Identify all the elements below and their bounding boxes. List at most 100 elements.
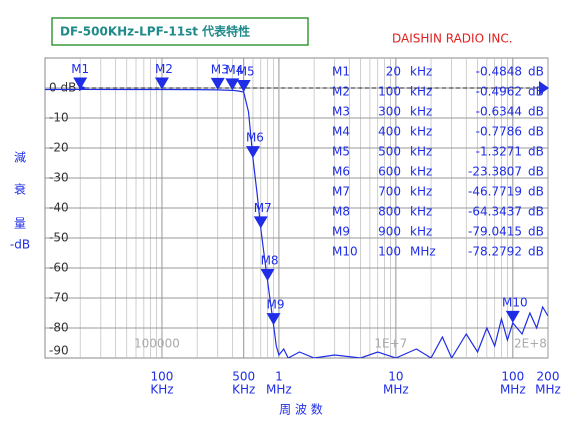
ref-arrow <box>539 81 549 95</box>
table-freq: 20 <box>386 65 401 79</box>
chart-title: DF-500KHz-LPF-11st 代表特性 <box>60 24 250 39</box>
y-tick-label: -10 <box>49 111 69 125</box>
table-freq: 900 <box>378 225 401 239</box>
y-tick-label: -90 <box>49 344 69 358</box>
table-value: -0.4962 <box>476 85 522 99</box>
y-tick-label: -70 <box>49 291 69 305</box>
y-tick-label: -40 <box>49 201 69 215</box>
table-db: dB <box>528 225 544 239</box>
marker <box>266 313 281 326</box>
table-db: dB <box>528 165 544 179</box>
table-value: -78.2792 <box>468 245 522 259</box>
marker <box>210 77 225 90</box>
grid-annotation: 2E+8 <box>514 337 547 351</box>
y-tick-label: -30 <box>49 171 69 185</box>
table-value: -46.7719 <box>468 185 522 199</box>
y-tick-label: -50 <box>49 231 69 245</box>
x-tick-unit: KHz <box>150 383 173 397</box>
x-tick-unit: MHz <box>535 383 561 397</box>
table-name: M3 <box>332 105 350 119</box>
table-value: -0.4848 <box>476 65 522 79</box>
table-freq: 100 <box>378 85 401 99</box>
table-db: dB <box>528 245 544 259</box>
x-tick-unit: KHz <box>232 383 255 397</box>
table-value: -0.6344 <box>476 105 522 119</box>
marker-label: M3 <box>211 62 229 76</box>
table-unit: kHz <box>410 225 432 239</box>
y-axis-label: 衰 <box>14 182 26 197</box>
table-unit: MHz <box>410 245 436 259</box>
marker-label: M5 <box>237 64 255 78</box>
marker-label: M4 <box>225 63 243 77</box>
table-name: M1 <box>332 65 350 79</box>
table-name: M6 <box>332 165 350 179</box>
table-name: M8 <box>332 205 350 219</box>
x-tick-unit: MHz <box>266 383 292 397</box>
table-name: M10 <box>332 245 358 259</box>
x-axis-label: 周 波 数 <box>279 402 323 417</box>
x-tick-label: 500 <box>232 370 255 384</box>
marker <box>260 269 275 282</box>
marker <box>505 310 520 323</box>
table-unit: kHz <box>410 205 432 219</box>
x-tick-unit: MHz <box>500 383 526 397</box>
marker-label: M6 <box>246 131 264 145</box>
table-value: -0.7786 <box>476 125 522 139</box>
table-value: -1.3271 <box>476 145 522 159</box>
company: DAISHIN RADIO INC. <box>392 32 513 46</box>
table-name: M9 <box>332 225 350 239</box>
grid-annotation: 100000 <box>134 337 180 351</box>
table-value: -23.3807 <box>468 165 522 179</box>
y-axis-label: -dB <box>10 238 30 252</box>
table-name: M5 <box>332 145 350 159</box>
y-tick-label: -60 <box>49 261 69 275</box>
table-name: M2 <box>332 85 350 99</box>
table-db: dB <box>528 105 544 119</box>
marker-label: M10 <box>502 295 528 309</box>
marker-label: M8 <box>261 254 279 268</box>
table-unit: kHz <box>410 85 432 99</box>
y-tick-label: -20 <box>49 141 69 155</box>
marker <box>245 146 260 159</box>
x-tick-label: 1 <box>275 370 283 384</box>
table-freq: 600 <box>378 165 401 179</box>
table-name: M4 <box>332 125 350 139</box>
table-unit: kHz <box>410 105 432 119</box>
title-box <box>51 17 309 46</box>
table-freq: 300 <box>378 105 401 119</box>
marker <box>154 77 169 90</box>
y-axis-label: 量 <box>14 217 26 231</box>
x-tick-label: 10 <box>388 370 403 384</box>
table-unit: kHz <box>410 165 432 179</box>
y-axis-label: 減 <box>14 150 26 165</box>
table-unit: kHz <box>410 145 432 159</box>
grid-annotation: 1E+7 <box>374 337 407 351</box>
marker <box>236 79 251 92</box>
marker-label: M2 <box>155 62 173 76</box>
table-unit: kHz <box>410 185 432 199</box>
marker-label: M1 <box>71 62 89 76</box>
table-db: dB <box>528 85 544 99</box>
table-freq: 500 <box>378 145 401 159</box>
table-db: dB <box>528 125 544 139</box>
trace <box>45 88 548 358</box>
x-tick-label: 100 <box>150 370 173 384</box>
x-tick-label: 100 <box>501 370 524 384</box>
table-db: dB <box>528 185 544 199</box>
table-freq: 400 <box>378 125 401 139</box>
table-name: M7 <box>332 185 350 199</box>
table-freq: 100 <box>378 245 401 259</box>
table-unit: kHz <box>410 125 432 139</box>
marker <box>253 216 268 229</box>
table-value: -64.3437 <box>468 205 522 219</box>
table-db: dB <box>528 145 544 159</box>
table-freq: 700 <box>378 185 401 199</box>
marker-label: M7 <box>254 201 272 215</box>
x-tick-unit: MHz <box>383 383 409 397</box>
x-tick-label: 200 <box>537 370 560 384</box>
y-tick-label: -80 <box>49 321 69 335</box>
y-tick-label: 0 dB <box>49 81 76 95</box>
table-db: dB <box>528 65 544 79</box>
table-db: dB <box>528 205 544 219</box>
